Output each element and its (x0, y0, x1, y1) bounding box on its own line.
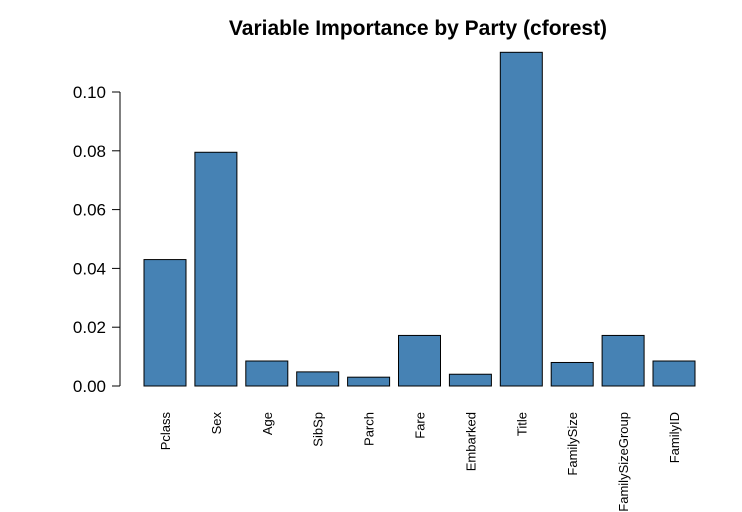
bar-embarked (448, 373, 492, 387)
x-tick-label-parch: Parch (362, 412, 377, 446)
bar-familyid (652, 360, 696, 387)
x-tick-label-familyid: FamilyID (667, 412, 682, 463)
bar-fare (398, 334, 441, 387)
y-axis: 0.00 0.02 0.04 0.06 0.08 0.10 (73, 83, 121, 396)
y-tick-label: 0.02 (73, 318, 106, 337)
x-tick-labels: Pclass Sex Age SibSp Parch Fare Embarked Title F… (158, 412, 682, 512)
bar-sibsp (296, 371, 340, 387)
bar-age (245, 360, 289, 387)
bar-parch (347, 376, 391, 387)
y-tick-label: 0.10 (73, 83, 106, 102)
bar-familysize (550, 361, 594, 387)
bar-pclass (143, 259, 187, 387)
x-tick-label-familysizegroup: FamilySizeGroup (616, 412, 631, 512)
bar-sex (194, 151, 238, 387)
x-tick-label-embarked: Embarked (463, 412, 478, 471)
y-tick-label: 0.08 (73, 142, 106, 161)
y-tick-label: 0.04 (73, 259, 106, 278)
x-tick-label-title: Title (514, 412, 529, 436)
x-tick-label-familysize: FamilySize (565, 412, 580, 476)
bars (143, 51, 696, 387)
y-tick-label: 0.06 (73, 201, 106, 220)
x-tick-label-fare: Fare (413, 412, 428, 439)
y-tick-label: 0.00 (73, 377, 106, 396)
x-tick-label-pclass: Pclass (158, 412, 173, 451)
bar-title (499, 51, 543, 387)
x-tick-label-sibsp: SibSp (311, 412, 326, 447)
chart-title: Variable Importance by Party (cforest) (229, 17, 607, 40)
bar-familysizegroup (601, 334, 645, 387)
x-tick-label-sex: Sex (209, 412, 224, 435)
x-tick-label-age: Age (260, 412, 275, 435)
